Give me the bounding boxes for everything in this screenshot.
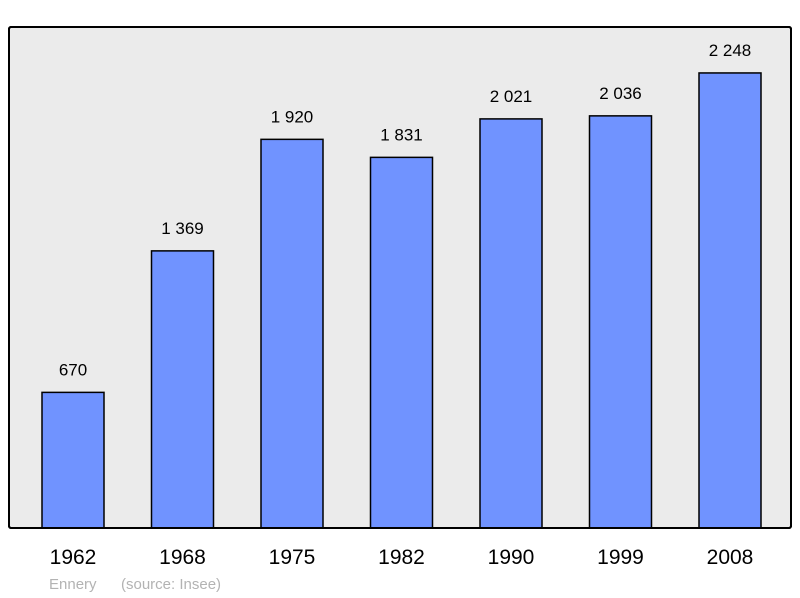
data-label-1982: 1 831 (380, 125, 423, 144)
data-label-1968: 1 369 (161, 219, 204, 238)
data-label-1962: 670 (59, 360, 87, 379)
bar-1962 (41, 391, 105, 529)
data-label-1975: 1 920 (271, 107, 314, 126)
plot-frame (8, 26, 792, 529)
bar-1968 (150, 250, 215, 529)
x-tick-1962: 1962 (50, 546, 97, 569)
x-tick-1982: 1982 (378, 546, 425, 569)
bar-2008 (698, 72, 762, 529)
x-tick-1968: 1968 (159, 546, 206, 569)
bar-1999 (588, 115, 653, 529)
footer-source: (source: Insee) (121, 576, 221, 593)
data-label-2008: 2 248 (709, 41, 752, 60)
x-tick-1975: 1975 (269, 546, 316, 569)
x-tick-2008: 2008 (707, 546, 754, 569)
x-tick-1999: 1999 (597, 546, 644, 569)
bar-1990 (479, 118, 543, 529)
data-label-1999: 2 036 (599, 84, 642, 103)
bar-1975 (260, 138, 324, 529)
bar-1982 (369, 156, 434, 529)
footer-place: Ennery (49, 576, 97, 593)
data-label-1990: 2 021 (490, 87, 533, 106)
x-tick-1990: 1990 (488, 546, 535, 569)
